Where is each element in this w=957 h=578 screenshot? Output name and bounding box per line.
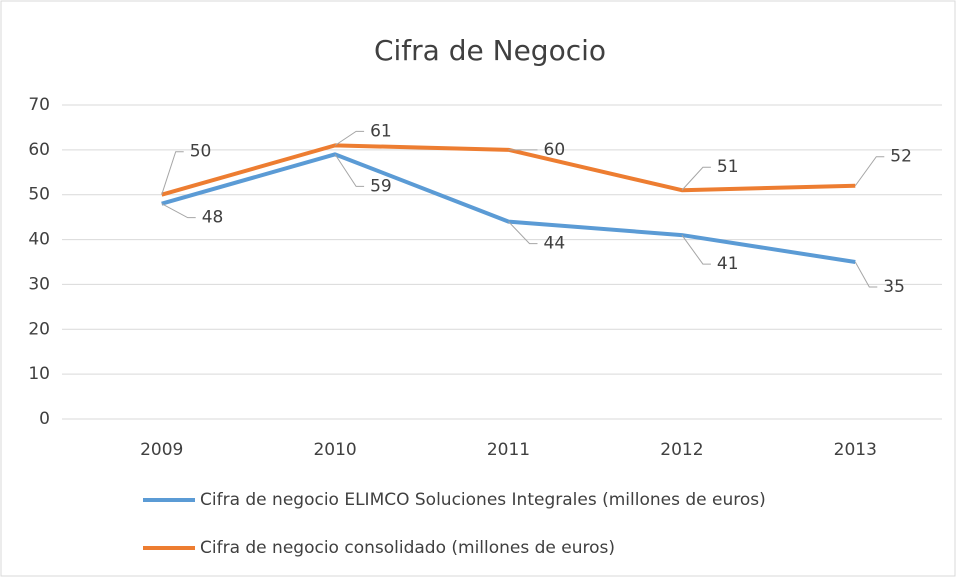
- leader-line: [161, 151, 184, 195]
- data-label: 60: [544, 140, 566, 160]
- legend-label: Cifra de negocio ELIMCO Soluciones Integ…: [200, 490, 766, 510]
- x-tick-label: 2012: [660, 440, 703, 460]
- y-tick-label: 40: [28, 230, 50, 250]
- y-tick-label: 70: [28, 95, 50, 115]
- leader-line: [161, 203, 196, 219]
- leader-line: [334, 154, 365, 187]
- data-label: 50: [190, 142, 212, 162]
- x-tick-label: 2009: [140, 440, 183, 460]
- leader-line: [681, 166, 711, 191]
- y-tick-label: 50: [28, 185, 50, 205]
- data-label: 41: [717, 254, 739, 274]
- y-tick-label: 0: [39, 409, 50, 429]
- y-tick-label: 20: [28, 319, 50, 339]
- data-label: 59: [370, 176, 392, 196]
- data-label: 52: [890, 147, 912, 167]
- leader-line: [508, 221, 538, 245]
- leader-line: [854, 156, 885, 187]
- data-label: 48: [202, 208, 224, 228]
- data-label: 44: [544, 234, 566, 254]
- leader-line: [854, 261, 878, 288]
- data-label: 35: [883, 277, 905, 297]
- data-label: 61: [370, 121, 392, 141]
- data-label: 51: [717, 157, 739, 177]
- y-tick-label: 30: [28, 274, 50, 294]
- chart-title: Cifra de Negocio: [374, 34, 606, 67]
- x-tick-label: 2011: [487, 440, 530, 460]
- leader-line: [334, 130, 365, 146]
- y-tick-label: 10: [28, 364, 50, 384]
- x-tick-label: 2010: [313, 440, 356, 460]
- leader-line: [681, 234, 711, 265]
- legend-label: Cifra de negocio consolidado (millones d…: [200, 538, 615, 558]
- y-tick-label: 60: [28, 140, 50, 160]
- x-tick-label: 2013: [834, 440, 877, 460]
